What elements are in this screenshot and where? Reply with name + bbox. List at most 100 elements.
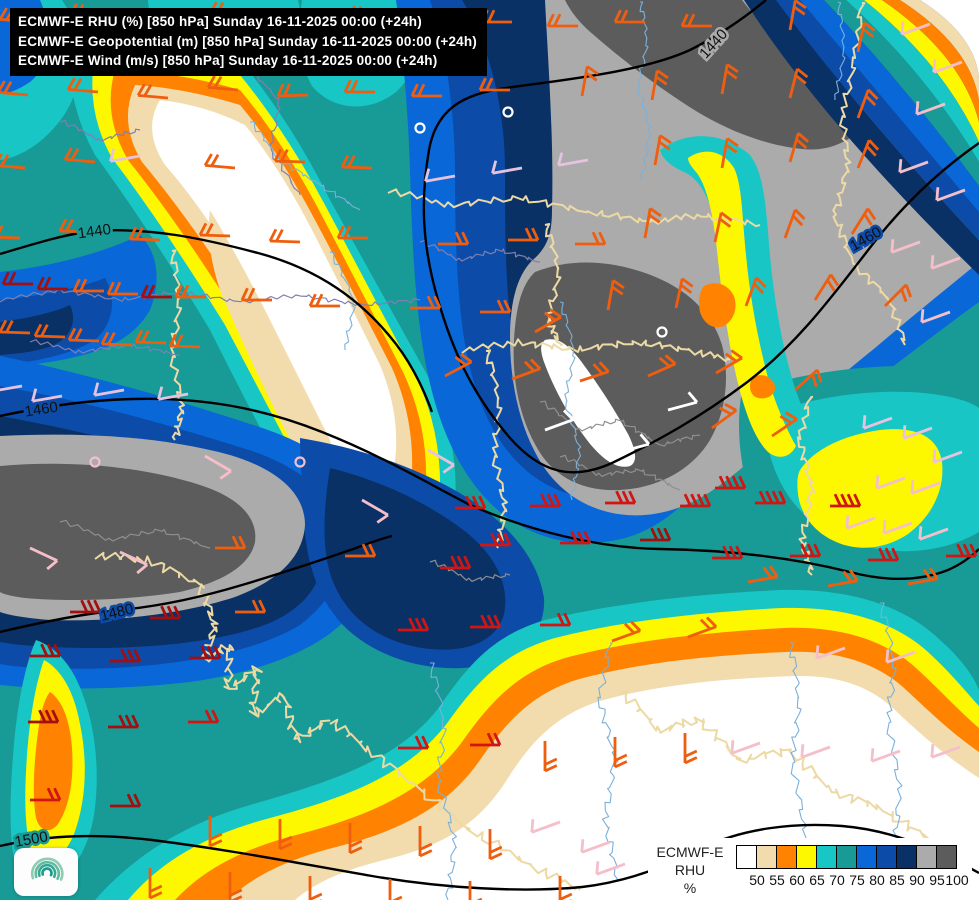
legend-swatch — [796, 845, 817, 869]
border-line — [559, 454, 681, 491]
river-line — [250, 121, 361, 211]
wind-barb-icon — [755, 490, 787, 505]
wind-barb-icon — [1, 271, 33, 286]
wind-barb-icon — [720, 137, 739, 169]
wind-barb-icon — [650, 69, 669, 101]
wind-barb-icon — [455, 495, 487, 510]
border-line — [329, 718, 581, 891]
wind-barb-icon — [427, 448, 455, 474]
river-line — [559, 301, 582, 501]
rh-region — [699, 283, 736, 328]
wind-barb-icon — [235, 599, 267, 614]
wind-barb-icon — [208, 816, 223, 848]
wind-barb-icon — [611, 620, 642, 643]
wind-barb-icon — [345, 543, 377, 558]
wind-barb-icon — [140, 284, 172, 299]
wind-barb-icon — [898, 159, 929, 174]
wind-barb-icon — [63, 147, 96, 164]
geopotential-contour — [0, 823, 979, 891]
wind-barb-icon — [119, 550, 149, 575]
wind-barb-icon — [930, 255, 961, 270]
border-line — [94, 551, 331, 744]
calm-wind-icon — [502, 106, 514, 118]
wind-barb-icon — [856, 88, 879, 119]
wind-barb-icon — [813, 273, 840, 301]
wind-barb-icon — [276, 83, 309, 98]
wind-barb-icon — [884, 283, 913, 307]
wind-barb-icon — [544, 409, 575, 432]
wind-barb-icon — [930, 744, 961, 759]
wind-barb-icon — [687, 616, 718, 639]
legend-tick-label: 60 — [789, 872, 805, 888]
rh-region — [900, 0, 979, 100]
wind-barb-icon — [856, 21, 876, 53]
rh-region — [776, 0, 979, 240]
wind-barb-icon — [361, 498, 389, 524]
rh-region — [565, 0, 866, 150]
wind-barb-icon — [890, 239, 921, 254]
wind-barb-icon — [868, 547, 900, 562]
wind-barb-icon — [72, 278, 104, 293]
wind-barb-icon — [31, 388, 63, 403]
legend-tick-label: 75 — [849, 872, 865, 888]
wind-barb-icon — [157, 386, 189, 401]
calm-wind-icon — [656, 326, 668, 338]
border-line — [59, 519, 211, 549]
wind-barb-icon — [580, 839, 611, 854]
rh-region — [541, 339, 636, 467]
wind-barb-icon — [511, 358, 542, 381]
wind-barb-icon — [875, 475, 906, 490]
wind-barb-icon — [915, 101, 946, 116]
rh-region — [744, 0, 979, 275]
legend-tick-label: 100 — [945, 872, 969, 888]
rh-region — [324, 468, 506, 650]
wind-barb-icon — [174, 284, 206, 299]
rh-region — [208, 210, 335, 485]
wind-barb-icon — [204, 454, 232, 480]
wind-barb-icon — [830, 493, 862, 508]
legend-tick-label: 55 — [769, 872, 785, 888]
legend-tick-label: 50 — [749, 872, 765, 888]
rh-region — [882, 0, 979, 122]
legend-swatch — [876, 845, 897, 869]
wind-barb-icon — [856, 139, 880, 169]
border-line — [0, 287, 421, 307]
wind-barb-icon — [882, 520, 913, 535]
wind-barb-icon — [862, 415, 893, 430]
wind-barb-icon — [93, 382, 125, 397]
title-line-geopotential: ECMWF-E Geopotential (m) [850 hPa] Sunda… — [18, 33, 478, 49]
wind-barb-icon — [683, 733, 698, 765]
legend-swatch — [936, 845, 957, 869]
wind-barb-icon — [278, 819, 293, 851]
wind-barb-icon — [558, 876, 573, 900]
border-line — [832, 2, 906, 346]
wind-barb-icon — [643, 207, 662, 239]
calm-wind-icon — [294, 456, 306, 468]
wind-barb-icon — [148, 868, 163, 900]
wind-barb-icon — [935, 187, 966, 202]
wind-barb-icon — [206, 75, 239, 92]
wind-barb-icon — [340, 154, 373, 170]
wind-barb-icon — [410, 295, 442, 310]
legend-swatch — [816, 845, 837, 869]
wind-barb-icon — [653, 134, 672, 166]
wind-barb-icon — [920, 309, 951, 324]
wind-barb-icon — [900, 21, 931, 36]
wind-barb-icon — [240, 287, 272, 302]
wind-barb-icon — [902, 425, 933, 440]
wind-barb-icon — [110, 648, 142, 663]
border-line — [544, 223, 563, 346]
wind-barb-icon — [440, 555, 472, 570]
wind-barb-icon — [444, 352, 473, 378]
legend-tick-label: 70 — [829, 872, 845, 888]
wind-barb-icon — [343, 79, 375, 94]
geopotential-contour — [422, 0, 979, 474]
wind-barb-icon — [478, 77, 510, 92]
wind-barb-icon — [190, 645, 222, 660]
wind-barb-icon — [28, 709, 60, 724]
wind-barb-icon — [0, 384, 23, 392]
border-line — [419, 239, 540, 263]
legend-swatch — [736, 845, 757, 869]
